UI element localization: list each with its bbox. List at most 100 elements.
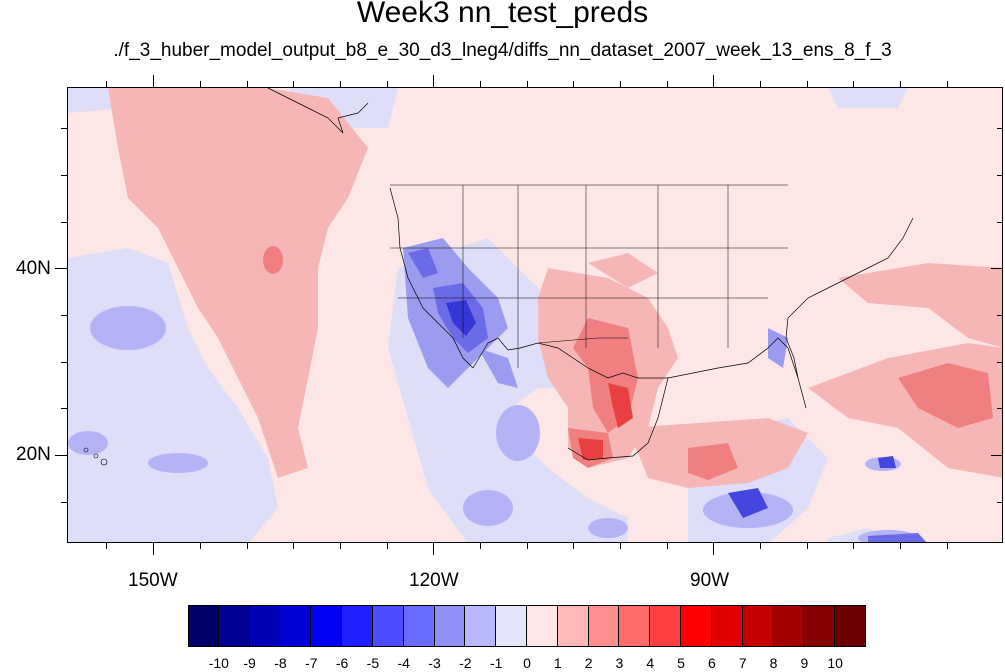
colorbar-label: 1 [553, 655, 562, 671]
axis-tick [61, 222, 67, 223]
colorbar-label: -10 [208, 655, 229, 671]
axis-tick [997, 222, 1003, 223]
axis-tick [106, 543, 107, 549]
field-mid-blue [68, 431, 108, 455]
colorbar-swatch [711, 605, 743, 647]
axis-tick [55, 455, 67, 456]
axis-tick [760, 81, 761, 87]
page-subtitle: ./f_3_huber_model_output_b8_e_30_d3_lneg… [113, 40, 892, 61]
lat-label-20n: 20N [16, 444, 51, 465]
axis-tick [900, 81, 901, 87]
colorbar-swatch [372, 605, 404, 647]
axis-tick [106, 81, 107, 87]
axis-tick [527, 81, 528, 87]
axis-tick [387, 543, 388, 549]
axis-tick [340, 543, 341, 549]
colorbar-swatch [249, 605, 281, 647]
map-panel [67, 87, 1003, 543]
colorbar-label: -6 [335, 655, 349, 671]
axis-tick [991, 268, 1003, 269]
axis-tick [760, 543, 761, 549]
colorbar-label: -5 [366, 655, 380, 671]
colorbar-swatch [280, 605, 312, 647]
hawaii-islands [83, 447, 108, 466]
colorbar-swatch [434, 605, 466, 647]
axis-tick [340, 81, 341, 87]
axis-tick [573, 81, 574, 87]
axis-tick [807, 81, 808, 87]
state-borders [390, 184, 788, 368]
field-mid-blue [148, 453, 208, 473]
axis-tick [997, 175, 1003, 176]
colorbar-swatch [342, 605, 373, 647]
field-mid-red [688, 443, 738, 480]
axis-tick [293, 543, 294, 549]
axis-tick [997, 502, 1003, 503]
axis-tick [480, 81, 481, 87]
axis-tick [991, 455, 1003, 456]
field-mid-red [263, 246, 283, 274]
axis-tick [853, 81, 854, 87]
axis-tick [200, 543, 201, 549]
colorbar-swatch [496, 605, 527, 647]
axis-tick [61, 128, 67, 129]
colorbar-swatch [619, 605, 651, 647]
colorbar-label: -4 [397, 655, 410, 671]
colorbar-swatch [188, 605, 219, 647]
colorbar-swatch [804, 605, 836, 647]
field-light-red [108, 88, 368, 478]
axis-tick [61, 175, 67, 176]
axis-tick [667, 543, 668, 549]
field-strong-blue [868, 533, 927, 542]
axis-tick [997, 128, 1003, 129]
colorbar-label: 8 [769, 655, 778, 671]
axis-tick [61, 315, 67, 316]
colorbar-swatch [527, 605, 558, 647]
axis-tick [997, 362, 1003, 363]
axis-tick [200, 81, 201, 87]
axis-tick [713, 543, 714, 555]
colorbar-swatch [403, 605, 435, 647]
colorbar-label: 7 [738, 655, 747, 671]
colorbar-label: 6 [708, 655, 716, 671]
colorbar-swatch [465, 605, 497, 647]
field-deep-blue [446, 300, 476, 336]
colorbar-label: -8 [274, 655, 287, 671]
field-strong-red [608, 383, 633, 428]
axis-tick [807, 543, 808, 549]
field-strong-blue [728, 488, 768, 518]
field-light-red [588, 253, 658, 288]
field-light-blue [828, 88, 908, 108]
field-mid-blue [463, 490, 513, 526]
axis-tick [620, 81, 621, 87]
colorbar-label: 4 [646, 655, 655, 671]
colorbar-label: 2 [584, 655, 593, 671]
colorbar-label: 5 [677, 655, 685, 671]
axis-tick [153, 75, 154, 87]
axis-tick [573, 543, 574, 549]
axis-tick [997, 315, 1003, 316]
axis-tick [713, 75, 714, 87]
field-strong-red [578, 438, 603, 460]
field-strong-blue [878, 456, 896, 468]
axis-tick [55, 268, 67, 269]
colorbar-swatch [588, 605, 620, 647]
axis-tick [900, 543, 901, 549]
colorbar-label: -2 [459, 655, 472, 671]
axis-tick [527, 543, 528, 549]
field-mid-blue [478, 348, 518, 388]
lat-label-40n: 40N [16, 258, 51, 279]
coastline [267, 88, 914, 461]
field-mid-blue [496, 405, 540, 461]
axis-tick [387, 81, 388, 87]
field-mid-blue [90, 306, 166, 350]
lon-label-120w: 120W [409, 570, 459, 591]
colorbar-swatch [557, 605, 589, 647]
axis-tick [433, 75, 434, 87]
field-mid-blue [588, 518, 628, 538]
colorbar-label: 0 [523, 655, 531, 671]
axis-tick [480, 543, 481, 549]
axis-tick [853, 543, 854, 549]
lon-label-150w: 150W [128, 570, 178, 591]
colorbar-label: 9 [800, 655, 809, 671]
